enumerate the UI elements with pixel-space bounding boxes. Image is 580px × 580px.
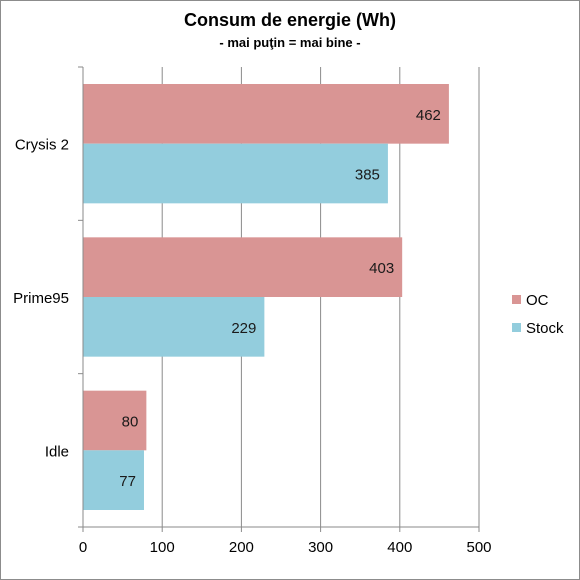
data-label-oc-prime95: 403 [369,260,394,277]
data-label-oc-crysis-2: 462 [416,107,441,124]
x-tick-label-500: 500 [466,539,491,556]
legend-label-oc: OC [526,292,549,309]
legend-label-stock: Stock [526,320,564,337]
bar-stock-idle [83,450,144,510]
x-tick-label-100: 100 [150,539,175,556]
legend-swatch-stock [512,323,521,332]
data-label-stock-idle: 77 [119,473,136,490]
x-tick-label-200: 200 [229,539,254,556]
category-label-prime95: Prime95 [13,290,69,307]
bar-stock-prime95 [83,297,265,357]
category-label-crysis-2: Crysis 2 [15,137,69,154]
x-tick-label-300: 300 [308,539,333,556]
data-label-stock-prime95: 229 [231,320,256,337]
legend-swatch-oc [512,295,521,304]
bar-oc-prime95 [83,237,403,297]
data-label-stock-crysis-2: 385 [355,167,380,184]
bar-oc-idle [83,390,147,451]
bar-oc-crysis-2 [83,84,449,144]
chart-title: Consum de energie (Wh) [183,10,396,30]
x-tick-label-400: 400 [387,539,412,556]
category-label-idle: Idle [45,443,69,460]
data-label-oc-idle: 80 [122,414,139,431]
chart-subtitle: - mai puţin = mai bine - [219,35,361,50]
x-tick-label-0: 0 [79,539,87,556]
bar-stock-crysis-2 [83,143,388,204]
